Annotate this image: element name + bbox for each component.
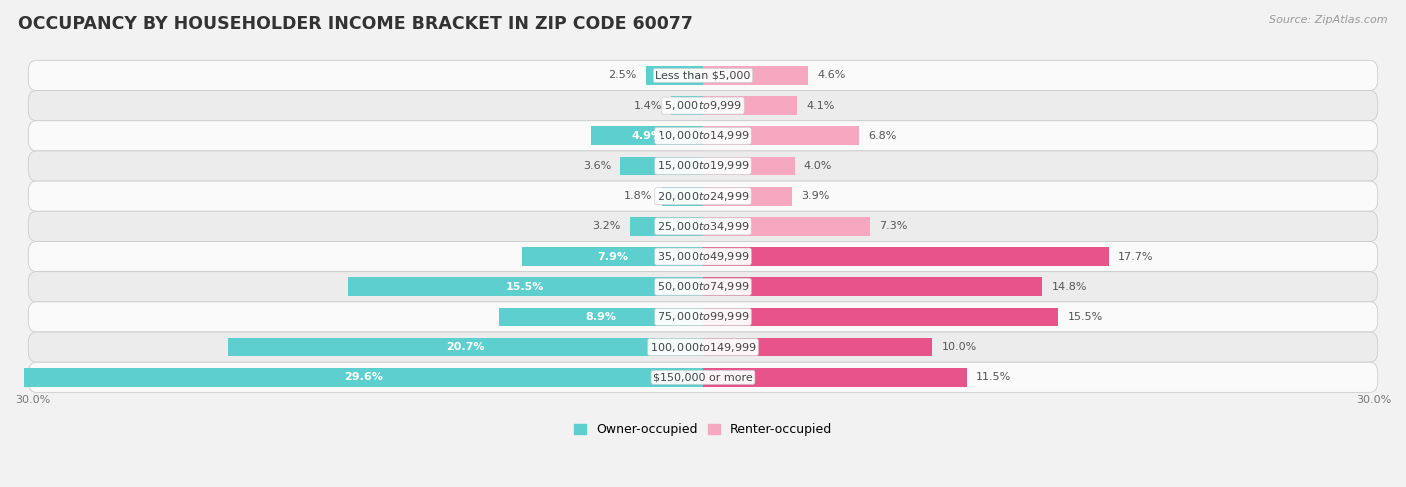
Text: Less than $5,000: Less than $5,000 — [655, 71, 751, 80]
Bar — [347, 278, 703, 296]
FancyBboxPatch shape — [28, 121, 1378, 151]
Bar — [228, 338, 703, 356]
Bar — [703, 187, 793, 206]
Bar — [703, 157, 794, 175]
Text: $150,000 or more: $150,000 or more — [654, 372, 752, 382]
Text: 14.8%: 14.8% — [1052, 282, 1087, 292]
Text: $10,000 to $14,999: $10,000 to $14,999 — [657, 130, 749, 142]
Text: 3.2%: 3.2% — [592, 222, 620, 231]
Text: 30.0%: 30.0% — [15, 394, 51, 405]
Text: 11.5%: 11.5% — [976, 372, 1011, 382]
Text: $50,000 to $74,999: $50,000 to $74,999 — [657, 280, 749, 293]
Legend: Owner-occupied, Renter-occupied: Owner-occupied, Renter-occupied — [568, 418, 838, 441]
Bar — [703, 308, 1059, 326]
Bar — [703, 96, 797, 115]
Text: 7.3%: 7.3% — [880, 222, 908, 231]
Text: 4.9%: 4.9% — [631, 131, 662, 141]
Bar — [522, 247, 703, 266]
FancyBboxPatch shape — [28, 181, 1378, 211]
Text: $20,000 to $24,999: $20,000 to $24,999 — [657, 189, 749, 203]
Text: 20.7%: 20.7% — [446, 342, 485, 352]
Bar — [671, 96, 703, 115]
FancyBboxPatch shape — [28, 211, 1378, 242]
FancyBboxPatch shape — [28, 91, 1378, 121]
Text: 29.6%: 29.6% — [344, 372, 382, 382]
Text: 2.5%: 2.5% — [609, 71, 637, 80]
FancyBboxPatch shape — [28, 272, 1378, 302]
FancyBboxPatch shape — [28, 60, 1378, 91]
Bar — [703, 278, 1042, 296]
Text: $100,000 to $149,999: $100,000 to $149,999 — [650, 340, 756, 354]
Text: 15.5%: 15.5% — [1067, 312, 1102, 322]
Text: 4.0%: 4.0% — [804, 161, 832, 171]
FancyBboxPatch shape — [28, 151, 1378, 181]
Bar — [703, 66, 808, 85]
Text: $75,000 to $99,999: $75,000 to $99,999 — [657, 310, 749, 323]
Text: 15.5%: 15.5% — [506, 282, 544, 292]
Text: 3.6%: 3.6% — [583, 161, 612, 171]
Text: 8.9%: 8.9% — [585, 312, 616, 322]
FancyBboxPatch shape — [28, 332, 1378, 362]
Bar — [620, 157, 703, 175]
Text: $25,000 to $34,999: $25,000 to $34,999 — [657, 220, 749, 233]
Bar — [662, 187, 703, 206]
Bar — [591, 127, 703, 145]
Bar — [645, 66, 703, 85]
Text: OCCUPANCY BY HOUSEHOLDER INCOME BRACKET IN ZIP CODE 60077: OCCUPANCY BY HOUSEHOLDER INCOME BRACKET … — [18, 15, 693, 33]
Text: 4.1%: 4.1% — [806, 101, 835, 111]
Bar — [703, 368, 967, 387]
Text: $15,000 to $19,999: $15,000 to $19,999 — [657, 160, 749, 172]
Text: $5,000 to $9,999: $5,000 to $9,999 — [664, 99, 742, 112]
Text: 30.0%: 30.0% — [1355, 394, 1391, 405]
Text: 1.8%: 1.8% — [624, 191, 652, 201]
Text: Source: ZipAtlas.com: Source: ZipAtlas.com — [1270, 15, 1388, 25]
Bar — [703, 127, 859, 145]
Text: 1.4%: 1.4% — [633, 101, 662, 111]
FancyBboxPatch shape — [28, 362, 1378, 393]
Text: 4.6%: 4.6% — [818, 71, 846, 80]
Bar — [24, 368, 703, 387]
Bar — [703, 217, 870, 236]
Text: 6.8%: 6.8% — [868, 131, 897, 141]
Text: 17.7%: 17.7% — [1118, 252, 1153, 262]
Text: 10.0%: 10.0% — [942, 342, 977, 352]
FancyBboxPatch shape — [28, 242, 1378, 272]
Bar — [630, 217, 703, 236]
Text: 7.9%: 7.9% — [598, 252, 628, 262]
FancyBboxPatch shape — [28, 302, 1378, 332]
Bar — [703, 247, 1109, 266]
Bar — [703, 338, 932, 356]
Bar — [499, 308, 703, 326]
Text: $35,000 to $49,999: $35,000 to $49,999 — [657, 250, 749, 263]
Text: 3.9%: 3.9% — [801, 191, 830, 201]
